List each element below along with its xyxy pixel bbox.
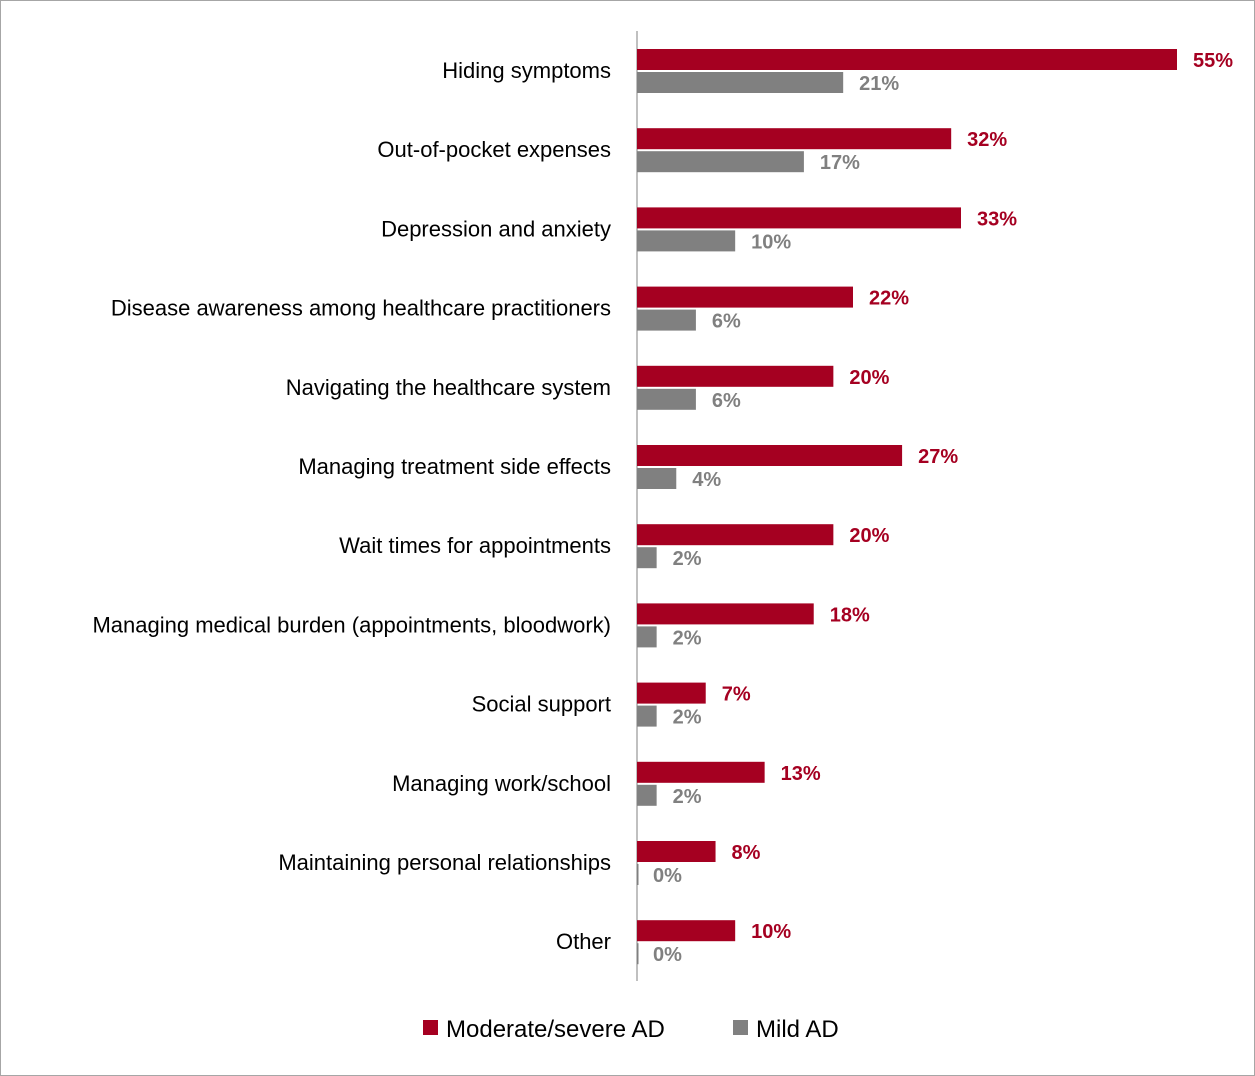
data-label-mild-maintaining-personal-relationships: 0% (653, 865, 682, 887)
data-label-moderate-severe-managing-work-school: 13% (781, 763, 821, 785)
data-label-moderate-severe-managing-treatment-side-effects: 27% (918, 446, 958, 468)
bar-moderate-severe-depression-and-anxiety (637, 207, 961, 229)
legend-label-moderate-severe: Moderate/severe AD (446, 1016, 665, 1043)
bar-moderate-severe-maintaining-personal-relationships (637, 841, 716, 862)
data-label-moderate-severe-out-of-pocket-expenses: 32% (967, 129, 1007, 151)
bar-moderate-severe-managing-medical-burden-appointments-bloodwork (637, 603, 814, 625)
bar-mild-managing-medical-burden-appointments-bloodwork (637, 626, 657, 648)
bar-moderate-severe-managing-work-school (637, 761, 765, 783)
data-label-mild-disease-awareness-among-healthcare-practitioners: 6% (712, 311, 741, 333)
bar-mild-wait-times-for-appointments (637, 547, 657, 569)
data-label-mild-wait-times-for-appointments: 2% (673, 548, 702, 570)
category-label-managing-treatment-side-effects: Managing treatment side effects (298, 454, 611, 479)
bar-moderate-severe-managing-treatment-side-effects (637, 445, 903, 466)
data-label-moderate-severe-navigating-the-healthcare-system: 20% (849, 367, 889, 389)
category-label-other: Other (556, 929, 611, 954)
data-label-mild-managing-work-school: 2% (673, 786, 702, 808)
data-label-mild-managing-medical-burden-appointments-bloodwork: 2% (673, 627, 702, 649)
bar-mild-disease-awareness-among-healthcare-practitioners (637, 309, 696, 331)
category-label-wait-times-for-appointments: Wait times for appointments (339, 533, 611, 558)
bar-mild-maintaining-personal-relationships (637, 864, 639, 885)
category-label-maintaining-personal-relationships: Maintaining personal relationships (278, 850, 611, 875)
bar-mild-out-of-pocket-expenses (637, 151, 804, 173)
category-label-managing-work-school: Managing work/school (392, 771, 611, 796)
data-label-mild-hiding-symptoms: 21% (859, 73, 899, 95)
legend-swatch-moderate-severe (423, 1020, 438, 1035)
data-label-moderate-severe-hiding-symptoms: 55% (1193, 50, 1233, 72)
data-label-mild-depression-and-anxiety: 10% (751, 231, 791, 253)
legend-label-mild: Mild AD (756, 1016, 839, 1043)
data-label-moderate-severe-disease-awareness-among-healthcare-practitioners: 22% (869, 288, 909, 310)
bar-moderate-severe-navigating-the-healthcare-system (637, 365, 834, 387)
bar-mild-managing-treatment-side-effects (637, 468, 677, 489)
bar-mild-depression-and-anxiety (637, 230, 736, 252)
data-label-moderate-severe-maintaining-personal-relationships: 8% (732, 842, 761, 864)
bar-mild-other (637, 943, 639, 965)
category-label-social-support: Social support (472, 692, 611, 717)
data-label-mild-navigating-the-healthcare-system: 6% (712, 390, 741, 412)
bar-mild-managing-work-school (637, 784, 657, 806)
bar-mild-navigating-the-healthcare-system (637, 388, 696, 410)
data-label-moderate-severe-other: 10% (751, 921, 791, 943)
bar-moderate-severe-hiding-symptoms (637, 49, 1177, 70)
category-label-navigating-the-healthcare-system: Navigating the healthcare system (286, 375, 611, 400)
category-label-depression-and-anxiety: Depression and anxiety (381, 216, 611, 241)
data-label-moderate-severe-managing-medical-burden-appointments-bloodwork: 18% (830, 604, 870, 626)
bar-mild-hiding-symptoms (637, 72, 844, 93)
category-label-hiding-symptoms: Hiding symptoms (442, 58, 611, 83)
bar-moderate-severe-other (637, 920, 736, 942)
data-label-moderate-severe-depression-and-anxiety: 33% (977, 208, 1017, 230)
category-label-managing-medical-burden-appointments-bloodwork: Managing medical burden (appointments, b… (92, 612, 611, 637)
category-label-disease-awareness-among-healthcare-practitioners: Disease awareness among healthcare pract… (111, 296, 611, 321)
data-label-moderate-severe-social-support: 7% (722, 684, 751, 706)
bar-moderate-severe-wait-times-for-appointments (637, 524, 834, 546)
bar-moderate-severe-social-support (637, 682, 706, 704)
data-label-mild-out-of-pocket-expenses: 17% (820, 152, 860, 174)
bar-moderate-severe-out-of-pocket-expenses (637, 128, 952, 150)
bar-moderate-severe-disease-awareness-among-healthcare-practitioners (637, 286, 853, 308)
data-label-mild-other: 0% (653, 944, 682, 966)
data-label-mild-managing-treatment-side-effects: 4% (692, 469, 721, 491)
legend-swatch-mild (733, 1020, 748, 1035)
category-label-out-of-pocket-expenses: Out-of-pocket expenses (377, 137, 611, 162)
data-label-mild-social-support: 2% (673, 707, 702, 729)
data-label-moderate-severe-wait-times-for-appointments: 20% (849, 525, 889, 547)
bar-mild-social-support (637, 705, 657, 727)
